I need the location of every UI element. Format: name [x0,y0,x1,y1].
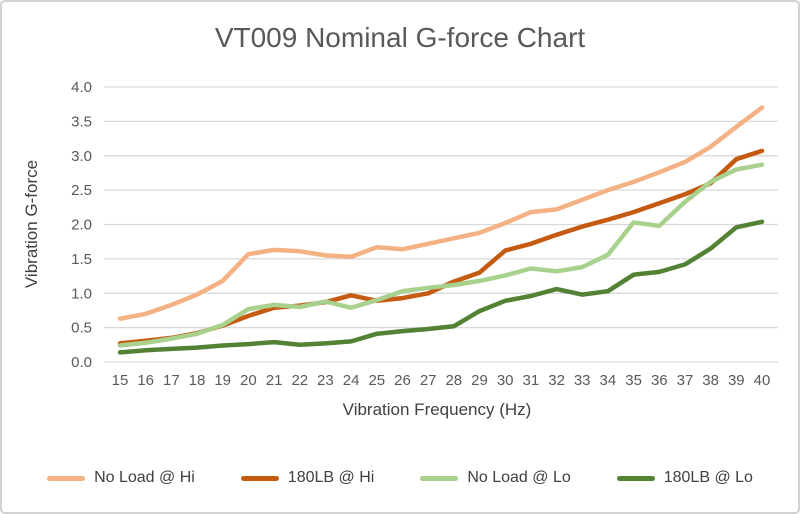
y-tick-label: 2.5 [71,182,92,199]
legend-item: 180LB @ Lo [616,469,753,487]
x-tick-label: 31 [523,372,540,389]
y-tick-label: 3.0 [71,148,92,165]
chart-title: VT009 Nominal G-force Chart [214,22,586,53]
x-tick-label: 36 [651,372,668,389]
series-line-no-load-lo [117,162,765,348]
x-tick-label: 15 [112,372,129,389]
x-tick-label: 25 [368,372,385,389]
y-tick-label: 0.0 [71,354,92,371]
x-tick-label: 37 [677,372,694,389]
series-line-180lb-lo [117,219,765,355]
x-tick-label: 33 [574,372,591,389]
y-tick-label: 1.5 [71,251,92,268]
x-tick-label: 26 [394,372,411,389]
x-tick-label: 40 [754,372,771,389]
x-tick-label: 19 [214,372,231,389]
legend-item: No Load @ Hi [47,469,195,487]
series-line-no-load-hi [117,105,765,321]
x-tick-label: 29 [471,372,488,389]
legend-label: 180LB @ Hi [287,469,375,486]
y-tick-label: 1.0 [71,285,92,302]
x-tick-label: 17 [163,372,180,389]
x-tick-label: 22 [291,372,308,389]
x-tick-label: 21 [266,372,283,389]
y-tick-label: 0.5 [71,320,92,337]
x-tick-label: 30 [497,372,514,389]
legend-swatch [47,475,86,481]
x-tick-label: 16 [137,372,154,389]
x-tick-label: 32 [548,372,565,389]
x-tick-label: 23 [317,372,334,389]
x-axis-title: Vibration Frequency (Hz) [342,400,532,419]
x-tick-label: 34 [600,372,617,389]
y-tick-label: 3.5 [71,113,92,130]
legend-label: 180LB @ Lo [663,469,753,486]
series-line-180lb-hi [117,148,765,346]
y-tick-label: 4.0 [71,79,92,96]
x-tick-label: 27 [420,372,437,389]
x-tick-label: 24 [343,372,360,389]
x-tick-label: 38 [702,372,719,389]
legend-label: No Load @ Hi [94,469,195,486]
x-tick-label: 35 [625,372,642,389]
x-tick-label: 28 [445,372,462,389]
legend-item: 180LB @ Hi [240,469,375,487]
x-tick-label: 18 [189,372,206,389]
chart-legend: No Load @ Hi 180LB @ Hi No Load @ Lo 180LB … [2,469,798,487]
y-axis-title: Vibration G-force [22,159,41,289]
x-tick-label: 39 [728,372,745,389]
legend-swatch [616,475,655,481]
legend-item: No Load @ Lo [420,469,571,487]
legend-swatch [240,475,279,481]
legend-label: No Load @ Lo [467,469,571,486]
y-tick-label: 2.0 [71,217,92,234]
x-tick-label: 20 [240,372,257,389]
legend-swatch [420,475,459,481]
